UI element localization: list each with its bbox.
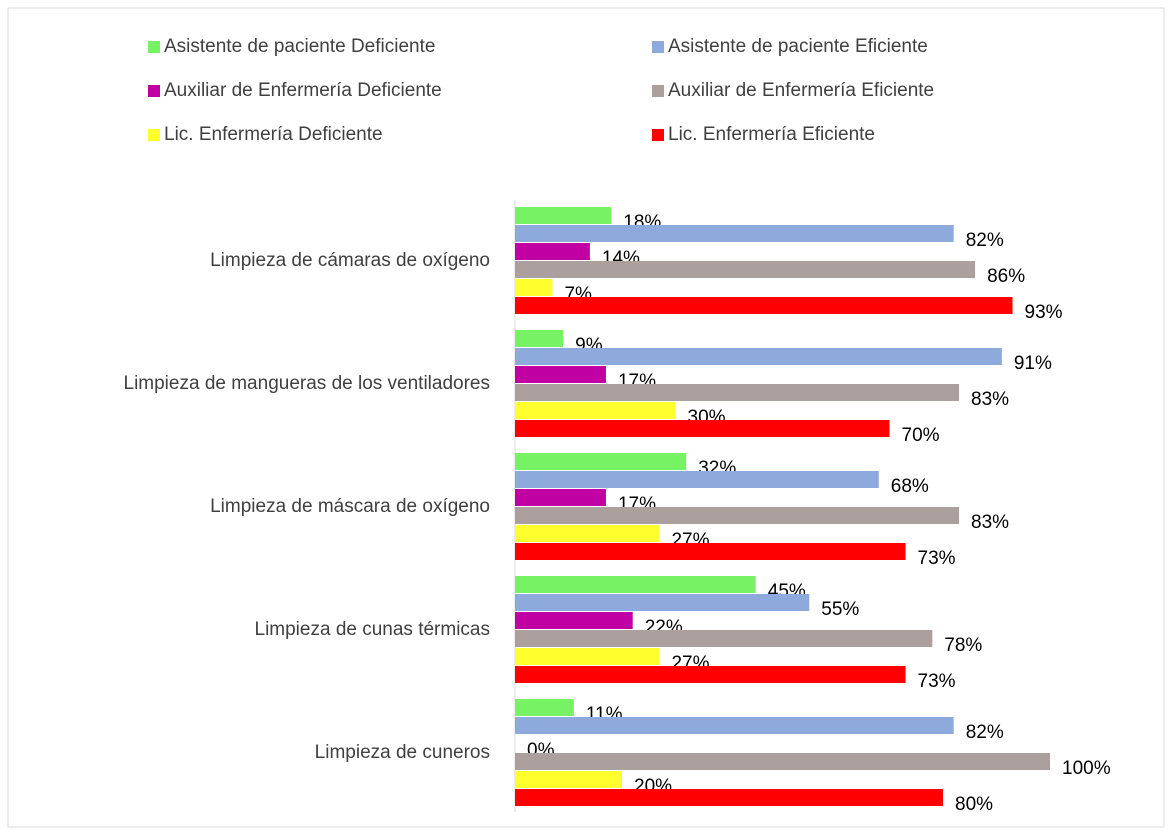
bar bbox=[515, 261, 976, 278]
bar bbox=[515, 753, 1050, 770]
legend-label: Asistente de paciente Eficiente bbox=[668, 36, 928, 57]
legend-label: Auxiliar de Enfermería Eficiente bbox=[668, 80, 934, 101]
bar bbox=[515, 420, 890, 437]
legend-swatch bbox=[148, 129, 160, 141]
legend-label: Lic. Enfermería Eficiente bbox=[668, 124, 875, 145]
data-label: 82% bbox=[966, 230, 1004, 251]
bar bbox=[515, 594, 810, 611]
bar bbox=[515, 279, 553, 296]
bar bbox=[515, 402, 676, 419]
bar bbox=[515, 507, 960, 524]
data-label: 83% bbox=[971, 389, 1009, 410]
bar bbox=[515, 489, 606, 506]
data-label: 70% bbox=[902, 425, 940, 446]
category-label: Limpieza de mangueras de los ventiladore… bbox=[124, 373, 491, 394]
legend-label: Asistente de paciente Deficiente bbox=[164, 36, 435, 57]
bar bbox=[515, 243, 590, 260]
legend-swatch bbox=[148, 85, 160, 97]
legend-label: Auxiliar de Enfermería Deficiente bbox=[164, 80, 442, 101]
bar bbox=[515, 543, 906, 560]
data-label: 73% bbox=[918, 671, 956, 692]
legend-label: Lic. Enfermería Deficiente bbox=[164, 124, 383, 145]
category-label: Limpieza de máscara de oxígeno bbox=[210, 496, 490, 517]
bar bbox=[515, 225, 954, 242]
bar bbox=[515, 348, 1002, 365]
legend-swatch bbox=[652, 129, 664, 141]
bar bbox=[515, 612, 633, 629]
category-label: Limpieza de cámaras de oxígeno bbox=[210, 250, 490, 271]
legend-swatch bbox=[148, 41, 160, 53]
bar bbox=[515, 384, 960, 401]
bar bbox=[515, 789, 943, 806]
bar bbox=[515, 453, 687, 470]
data-label: 80% bbox=[955, 794, 993, 815]
data-label: 93% bbox=[1025, 302, 1063, 323]
data-label: 82% bbox=[966, 722, 1004, 743]
bar bbox=[515, 525, 660, 542]
legend-swatch bbox=[652, 41, 664, 53]
bar bbox=[515, 471, 879, 488]
legend-swatch bbox=[652, 85, 664, 97]
data-label: 78% bbox=[944, 635, 982, 656]
data-label: 86% bbox=[987, 266, 1025, 287]
category-label: Limpieza de cuneros bbox=[315, 742, 490, 763]
bar bbox=[515, 717, 954, 734]
bar bbox=[515, 297, 1013, 314]
bar bbox=[515, 771, 622, 788]
data-label: 83% bbox=[971, 512, 1009, 533]
bar bbox=[515, 366, 606, 383]
data-label: 100% bbox=[1062, 758, 1111, 779]
data-label: 73% bbox=[918, 548, 956, 569]
bar bbox=[515, 648, 660, 665]
data-label: 68% bbox=[891, 476, 929, 497]
category-label: Limpieza de cunas térmicas bbox=[255, 619, 491, 640]
bar bbox=[515, 630, 933, 647]
bar bbox=[515, 207, 612, 224]
data-label: 91% bbox=[1014, 353, 1052, 374]
bar bbox=[515, 576, 756, 593]
bar bbox=[515, 330, 564, 347]
bar bbox=[515, 666, 906, 683]
bar bbox=[515, 699, 574, 716]
data-label: 55% bbox=[821, 599, 859, 620]
